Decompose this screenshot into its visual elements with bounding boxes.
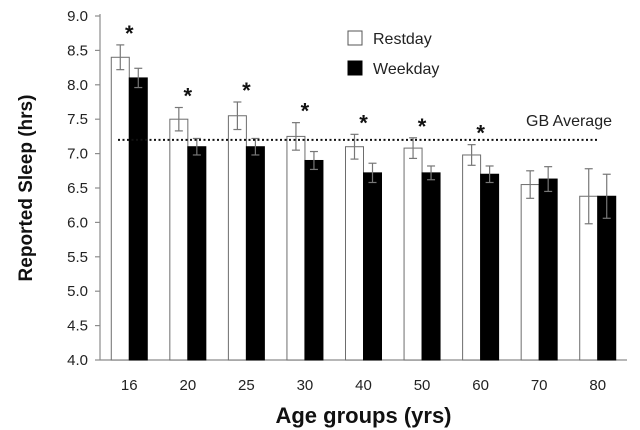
legend-label-restday: Restday (373, 31, 432, 48)
y-tick-label: 4.5 (67, 318, 88, 335)
significance-star-50: * (418, 114, 427, 139)
bar-weekday-40 (363, 172, 382, 361)
x-tick-label: 40 (355, 377, 372, 394)
bar-weekday-70 (538, 178, 558, 361)
significance-star-60: * (476, 121, 485, 146)
y-tick-label: 6.5 (67, 180, 88, 197)
significance-star-20: * (184, 84, 193, 109)
bar-restday-70 (520, 184, 540, 361)
bar-restday-16 (110, 56, 130, 361)
bar-restday-30 (286, 135, 306, 361)
x-tick-label: 20 (179, 377, 196, 394)
x-tick-label: 70 (531, 377, 548, 394)
significance-star-25: * (242, 78, 251, 103)
bar-weekday-25 (245, 146, 265, 361)
bar-weekday-60 (480, 173, 500, 361)
x-tick-label: 25 (238, 377, 255, 394)
x-tick-label: 16 (121, 377, 138, 394)
bar-restday-20 (169, 118, 189, 361)
bar-weekday-20 (187, 146, 207, 361)
y-tick-label: 7.5 (67, 111, 88, 128)
error-bars-layer (116, 44, 611, 225)
y-tick-label: 5.5 (67, 249, 88, 266)
x-tick-label: 50 (414, 377, 431, 394)
bar-weekday-80 (597, 195, 617, 361)
y-axis-title: Reported Sleep (hrs) (16, 95, 37, 282)
bar-restday-60 (462, 154, 482, 361)
y-tick-label: 5.0 (67, 283, 88, 300)
legend-swatch-restday (347, 30, 363, 46)
bar-weekday-16 (128, 77, 148, 361)
significance-markers: * * * * * * * (125, 21, 485, 146)
x-axis-title: Age groups (yrs) (275, 403, 451, 428)
y-tick-label: 8.5 (67, 42, 88, 59)
y-tick-label: 9.0 (67, 8, 88, 25)
legend: Restday Weekday (347, 30, 439, 78)
y-tick-label: 6.0 (67, 214, 88, 231)
legend-swatch-weekday (347, 60, 363, 76)
x-tick-label: 80 (589, 377, 606, 394)
gb-average-label: GB Average (526, 113, 612, 130)
significance-star-40: * (359, 110, 368, 135)
bar-restday-40 (345, 146, 364, 361)
bars-layer (110, 56, 617, 361)
bar-weekday-50 (421, 172, 441, 361)
y-tick-label: 7.0 (67, 146, 88, 163)
bar-restday-25 (227, 115, 247, 361)
y-tick-label: 4.0 (67, 352, 88, 369)
bar-weekday-30 (304, 159, 324, 361)
x-tick-label: 30 (297, 377, 314, 394)
bar-restday-50 (403, 147, 423, 361)
legend-label-weekday: Weekday (373, 61, 439, 78)
significance-star-30: * (301, 99, 310, 124)
significance-star-16: * (125, 21, 134, 46)
y-tick-label: 8.0 (67, 77, 88, 94)
reference-line-group: GB Average (118, 113, 612, 141)
axes: 4.0 4.5 5.0 5.5 6.0 6.5 7.0 7.5 8.0 8.5 9.0 16 20 25 3… (67, 8, 627, 394)
x-tick-label: 60 (472, 377, 489, 394)
